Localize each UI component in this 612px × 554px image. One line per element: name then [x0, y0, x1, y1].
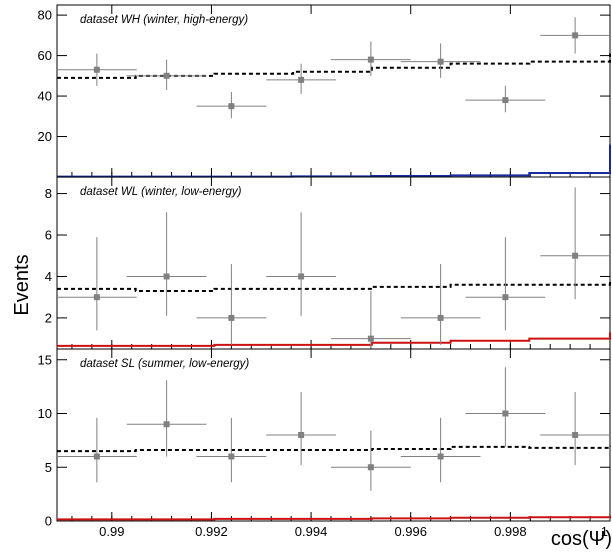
data-point: [196, 417, 267, 483]
data-marker: [298, 273, 305, 280]
panel-frame: [56, 4, 611, 178]
data-marker: [437, 453, 444, 460]
data-marker: [502, 294, 509, 301]
x-tick-label: 0.994: [295, 524, 328, 539]
panel-title: dataset WH (winter, high-energy): [80, 14, 248, 26]
data-point: [540, 187, 610, 300]
data-point: [57, 53, 137, 86]
data-marker: [572, 432, 579, 438]
y-tick-label: 8: [45, 186, 52, 201]
x-tick-label: 0.996: [394, 524, 427, 539]
data-marker: [572, 32, 579, 39]
data-marker: [298, 76, 305, 83]
data-marker: [228, 103, 235, 110]
y-tick-label: 15: [38, 352, 52, 367]
y-tick-label: 10: [38, 406, 52, 421]
panel-1: 20 40 60 80 dataset WH (winter, high-energy): [38, 4, 611, 178]
data-point: [331, 290, 411, 349]
y-tick-label: 6: [45, 228, 52, 243]
y-tick-label: 20: [38, 129, 52, 144]
data-marker: [228, 453, 235, 460]
y-tick-label: 0: [45, 514, 52, 529]
signal-histogram: [57, 332, 611, 347]
data-point: [540, 17, 610, 54]
data-marker: [367, 335, 374, 342]
y-tick-label: 40: [38, 89, 52, 104]
signal-histogram: [57, 515, 611, 521]
y-tick-label: 80: [38, 8, 52, 23]
background-histogram: [57, 445, 611, 453]
data-point: [57, 417, 137, 483]
data-point: [126, 212, 207, 316]
data-marker: [502, 410, 509, 417]
data-point: [465, 367, 546, 447]
signal-histogram: [57, 144, 611, 178]
data-point: [57, 237, 137, 331]
data-marker: [367, 56, 374, 63]
panel-3: 0 5 10 15 dataset SL (summer, low-energy): [38, 348, 611, 529]
data-point: [126, 380, 207, 457]
data-point: [400, 417, 481, 483]
background-histogram: [57, 53, 611, 79]
background-histogram: [57, 280, 611, 292]
panel-2: 2 4 6 8 dataset WL (winter, low-energy): [45, 176, 611, 350]
panel-title: dataset SL (summer, low-energy): [80, 358, 249, 370]
data-marker: [163, 273, 170, 280]
x-tick-label: 0.998: [494, 524, 527, 539]
data-point: [465, 85, 546, 113]
data-point: [196, 264, 267, 345]
data-point: [266, 212, 336, 316]
data-point: [400, 264, 481, 345]
data-point: [331, 41, 411, 76]
data-point: [400, 43, 481, 78]
data-marker: [298, 432, 305, 438]
data-point: [266, 392, 336, 466]
x-axis-title: cos(Ψ): [551, 528, 612, 549]
data-marker: [367, 464, 374, 471]
x-tick-label: 0.992: [195, 524, 228, 539]
data-marker: [93, 453, 100, 460]
data-marker: [572, 252, 579, 259]
panel-frame: [56, 176, 611, 350]
data-marker: [163, 72, 170, 79]
data-point: [540, 392, 610, 466]
y-tick-label: 4: [45, 269, 52, 284]
y-tick-label: 2: [45, 310, 52, 325]
y-tick-label: 60: [38, 48, 52, 63]
data-marker: [93, 66, 100, 73]
data-marker: [502, 97, 509, 104]
data-marker: [93, 294, 100, 301]
data-marker: [437, 58, 444, 65]
y-tick-label: 5: [45, 460, 52, 475]
data-marker: [228, 314, 235, 321]
data-marker: [437, 314, 444, 321]
y-axis-title: Events: [11, 254, 33, 315]
panel-title: dataset WL (winter, low-energy): [80, 186, 242, 198]
data-point: [331, 430, 411, 491]
x-tick-label: 0.99: [99, 524, 124, 539]
data-point: [465, 237, 546, 331]
data-point: [196, 92, 267, 119]
x-tick-label: 1: [601, 524, 608, 539]
data-point: [126, 59, 207, 90]
data-marker: [163, 421, 170, 428]
data-point: [266, 63, 336, 95]
